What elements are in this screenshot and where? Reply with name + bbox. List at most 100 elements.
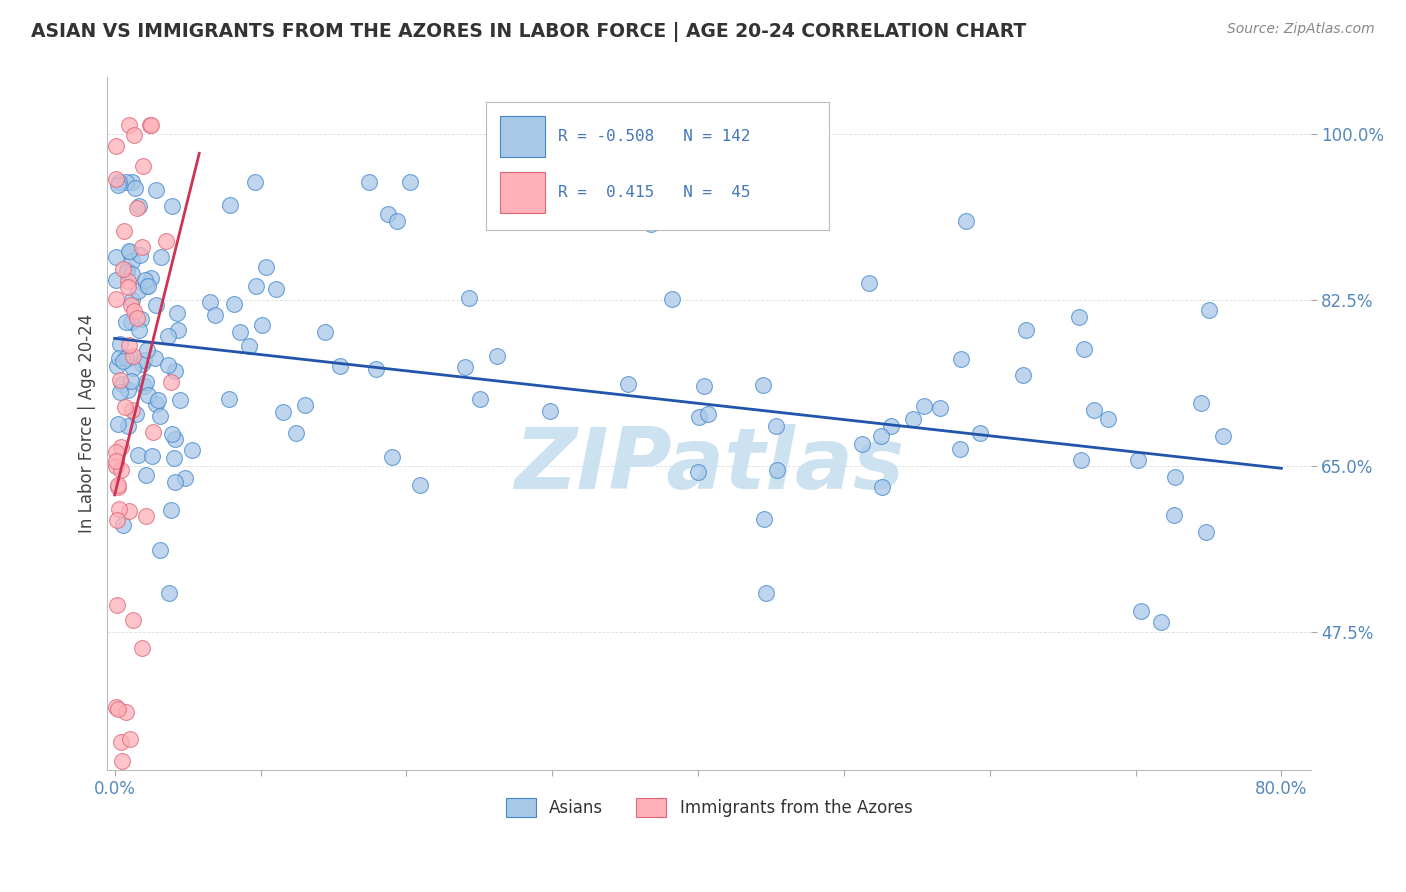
Point <box>377 206 399 220</box>
Point <box>1130 604 1153 618</box>
Point <box>105 445 128 459</box>
Point <box>357 175 380 189</box>
Point <box>115 705 138 719</box>
Point <box>134 378 156 392</box>
Point <box>136 279 159 293</box>
Point <box>115 351 138 365</box>
Point <box>955 213 977 227</box>
Point <box>131 312 153 326</box>
Point <box>110 463 132 477</box>
Point <box>105 512 128 526</box>
Point <box>107 351 129 366</box>
Point <box>949 442 972 456</box>
Point <box>105 250 128 264</box>
Point <box>118 245 141 260</box>
Legend: Asians, Immigrants from the Azores: Asians, Immigrants from the Azores <box>499 791 920 824</box>
Point <box>160 503 183 517</box>
Point <box>115 175 138 189</box>
Point <box>141 271 163 285</box>
Point <box>105 458 128 473</box>
Point <box>134 353 156 368</box>
Point <box>122 128 145 142</box>
Point <box>851 436 873 450</box>
Point <box>229 325 252 339</box>
Point <box>105 139 128 153</box>
Point <box>120 351 142 365</box>
Text: Source: ZipAtlas.com: Source: ZipAtlas.com <box>1227 22 1375 37</box>
Point <box>115 315 138 329</box>
Point <box>146 392 169 407</box>
Point <box>121 175 143 189</box>
Point <box>120 298 142 312</box>
Point <box>399 175 422 189</box>
Point <box>385 214 408 228</box>
Point <box>122 361 145 376</box>
Point <box>264 282 287 296</box>
Point <box>454 360 477 375</box>
Point <box>112 518 135 533</box>
Point <box>329 359 352 373</box>
Point <box>1189 395 1212 409</box>
Point <box>131 641 153 656</box>
Point <box>110 373 132 387</box>
Point <box>141 450 163 464</box>
Point <box>136 343 159 357</box>
Point <box>122 349 145 363</box>
Point <box>755 585 778 599</box>
Point <box>166 323 188 337</box>
Point <box>135 508 157 523</box>
Point <box>117 265 139 279</box>
Text: ASIAN VS IMMIGRANTS FROM THE AZORES IN LABOR FORCE | AGE 20-24 CORRELATION CHART: ASIAN VS IMMIGRANTS FROM THE AZORES IN L… <box>31 22 1026 42</box>
Point <box>125 310 148 325</box>
Point <box>1164 470 1187 484</box>
Point <box>121 267 143 281</box>
Point <box>143 351 166 365</box>
Point <box>1070 453 1092 467</box>
Point <box>105 700 128 714</box>
Point <box>1083 403 1105 417</box>
Text: ZIPatlas: ZIPatlas <box>513 424 904 507</box>
Point <box>163 475 186 489</box>
Point <box>105 359 128 374</box>
Point <box>110 734 132 748</box>
Point <box>160 427 183 442</box>
Point <box>128 323 150 337</box>
Point <box>142 425 165 440</box>
Point <box>949 351 972 366</box>
Point <box>166 306 188 320</box>
Point <box>314 326 336 340</box>
Point <box>105 273 128 287</box>
Point <box>157 586 180 600</box>
Point <box>145 298 167 312</box>
Point <box>686 465 709 479</box>
Point <box>969 425 991 440</box>
Point <box>135 278 157 293</box>
Point <box>108 337 131 351</box>
Point <box>138 387 160 401</box>
Point <box>1126 453 1149 467</box>
Point <box>122 613 145 627</box>
Point <box>1195 524 1218 539</box>
Point <box>688 409 710 424</box>
Point <box>617 376 640 391</box>
Point <box>245 175 267 189</box>
Point <box>121 293 143 307</box>
Point <box>640 217 662 231</box>
Point <box>929 401 952 415</box>
Point <box>107 502 129 516</box>
Point <box>150 250 173 264</box>
Point <box>160 375 183 389</box>
Point <box>198 295 221 310</box>
Point <box>162 199 184 213</box>
Point <box>163 451 186 466</box>
Point <box>108 384 131 399</box>
Point <box>752 377 775 392</box>
Point <box>135 468 157 483</box>
Point <box>408 477 430 491</box>
Point <box>107 478 129 492</box>
Point <box>121 254 143 268</box>
Point <box>118 244 141 259</box>
Point <box>181 442 204 457</box>
Point <box>117 280 139 294</box>
Point <box>765 419 787 434</box>
